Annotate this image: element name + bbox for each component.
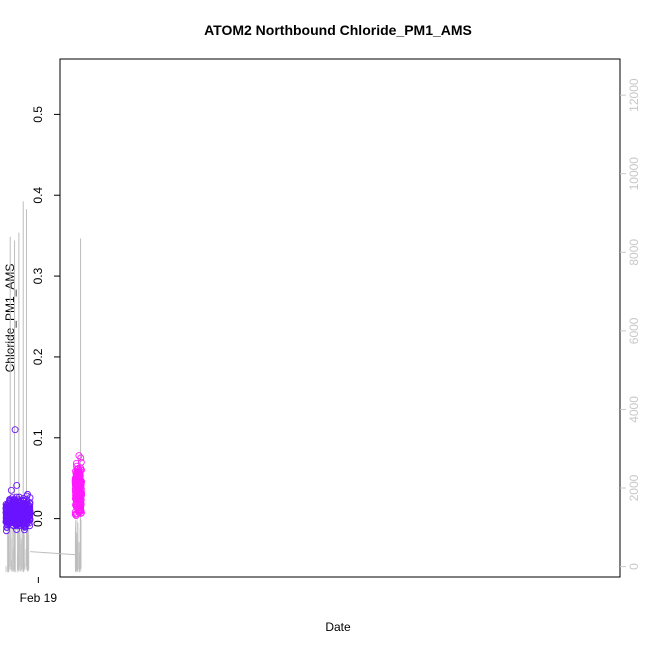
data-point	[73, 501, 81, 509]
data-point	[24, 515, 32, 523]
background-connector	[30, 551, 77, 556]
data-point	[77, 489, 85, 497]
data-point	[24, 490, 31, 498]
y2-tick-label: 2000	[627, 474, 641, 501]
data-point	[19, 496, 27, 504]
data-point	[7, 497, 15, 505]
data-point	[77, 458, 85, 466]
axes: 0.0 0.1 0.2 0.3 0.4 0.5 0 2000 4000 6000 8000 10000…	[20, 78, 641, 605]
data-point	[2, 502, 10, 510]
data-point	[7, 486, 15, 494]
y-tick-label: 0.1	[31, 429, 45, 446]
y-tick-label: 0.3	[31, 267, 45, 284]
y2-tick-label: 4000	[627, 396, 641, 423]
data-point	[24, 506, 32, 514]
data-point	[75, 470, 83, 478]
data-point	[24, 511, 32, 519]
data-point	[24, 503, 32, 511]
y-tick-label: 0.4	[31, 187, 45, 204]
data-point	[72, 493, 80, 501]
data-point	[75, 480, 83, 488]
y2-tick-label: 6000	[627, 317, 641, 344]
data-point	[9, 499, 17, 507]
secondary-background-lines	[5, 201, 82, 573]
y-tick-label: 0.2	[31, 348, 45, 365]
scatter-points	[2, 426, 86, 535]
data-point	[74, 497, 82, 505]
x-tick-label: Feb 19	[20, 591, 58, 605]
data-point	[6, 517, 14, 524]
x-axis-label: Date	[325, 620, 351, 634]
data-point	[13, 482, 21, 489]
data-point	[9, 506, 17, 514]
data-point	[2, 508, 10, 516]
data-point	[75, 508, 83, 516]
y-tick-label: 0.5	[31, 106, 45, 123]
chart-title: ATOM2 Northbound Chloride_PM1_AMS	[204, 22, 472, 38]
data-point	[73, 465, 81, 473]
data-point	[3, 523, 11, 531]
data-point	[2, 518, 10, 526]
data-point	[7, 510, 15, 518]
data-point	[75, 503, 83, 511]
data-point	[75, 467, 83, 475]
y-tick-label: 0.0	[31, 510, 45, 527]
data-point	[7, 515, 15, 523]
data-point	[76, 497, 84, 505]
data-point	[18, 505, 26, 513]
plot-frame	[59, 58, 621, 578]
data-point	[19, 520, 27, 528]
data-point	[11, 426, 19, 434]
y2-tick-label: 10000	[627, 157, 641, 191]
data-point	[13, 506, 20, 514]
y2-tick-label: 12000	[627, 78, 641, 112]
data-point	[75, 452, 83, 460]
data-point	[10, 522, 17, 530]
data-point	[25, 505, 33, 513]
data-point	[76, 472, 84, 480]
y2-tick-label: 8000	[627, 239, 641, 266]
y2-tick-label: 0	[627, 563, 641, 570]
